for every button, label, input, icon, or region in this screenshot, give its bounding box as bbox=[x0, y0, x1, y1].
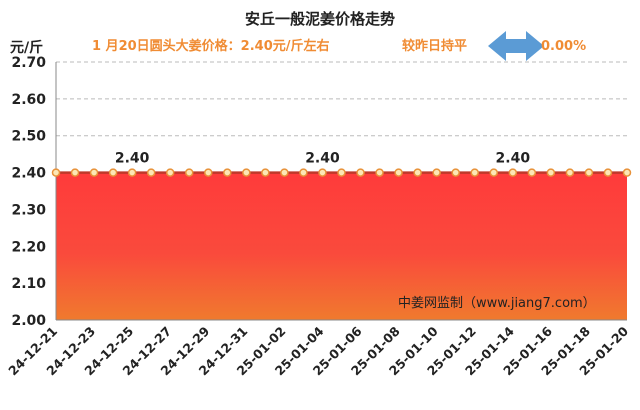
y-tick-label: 2.70 bbox=[11, 55, 46, 71]
data-point bbox=[394, 168, 403, 177]
data-point bbox=[622, 168, 632, 177]
data-point bbox=[242, 168, 251, 177]
data-point bbox=[337, 168, 346, 177]
data-point bbox=[70, 168, 80, 177]
data-point bbox=[127, 168, 137, 177]
data-point bbox=[489, 168, 499, 177]
data-point bbox=[165, 168, 175, 177]
data-point bbox=[413, 168, 422, 177]
data-point bbox=[89, 168, 99, 177]
double-arrow-icon bbox=[488, 31, 544, 61]
x-axis-ticks: 24-12-2124-12-2324-12-2524-12-2724-12-29… bbox=[5, 323, 631, 378]
y-tick-label: 2.10 bbox=[11, 276, 46, 292]
y-tick-label: 2.50 bbox=[11, 129, 46, 145]
y-tick-label: 2.00 bbox=[11, 313, 46, 329]
watermark-annotation: 中姜网监制（www.jiang7.com） bbox=[398, 296, 596, 311]
data-labels: 2.40 2.40 2.40 bbox=[115, 151, 530, 167]
change-value: 0.00% bbox=[541, 39, 586, 54]
y-axis-unit-label: 元/斤 bbox=[10, 39, 43, 56]
price-note: 1 月20日圆头大姜价格：2.40元/斤左右 bbox=[92, 38, 330, 54]
data-point bbox=[546, 168, 556, 177]
data-point bbox=[223, 168, 232, 177]
data-label: 2.40 bbox=[305, 151, 340, 167]
area-fill bbox=[56, 172, 627, 320]
data-point bbox=[584, 168, 594, 177]
data-label: 2.40 bbox=[496, 151, 531, 167]
data-point bbox=[508, 168, 518, 177]
data-point bbox=[603, 168, 613, 177]
data-point bbox=[261, 168, 270, 177]
data-point bbox=[204, 168, 213, 177]
data-label: 2.40 bbox=[115, 151, 150, 167]
data-point bbox=[565, 168, 575, 177]
y-tick-label: 2.20 bbox=[11, 239, 46, 255]
y-tick-label: 2.60 bbox=[11, 92, 46, 108]
data-markers bbox=[51, 168, 632, 177]
data-point bbox=[108, 168, 118, 177]
data-point bbox=[51, 168, 61, 177]
data-point bbox=[375, 168, 384, 177]
data-point bbox=[451, 168, 460, 177]
data-point bbox=[356, 168, 365, 177]
y-tick-label: 2.40 bbox=[11, 166, 46, 182]
chart-title: 安丘一般泥姜价格走势 bbox=[245, 10, 395, 28]
data-point bbox=[184, 168, 194, 177]
y-tick-label: 2.30 bbox=[11, 202, 46, 218]
data-point bbox=[299, 168, 308, 177]
data-point bbox=[146, 168, 156, 177]
axes bbox=[55, 62, 627, 321]
data-point bbox=[432, 168, 441, 177]
data-point bbox=[527, 168, 537, 177]
data-point bbox=[318, 168, 327, 177]
data-point bbox=[470, 168, 479, 177]
data-point bbox=[280, 168, 289, 177]
y-axis-ticks: 2.00 2.10 2.20 2.30 2.40 2.50 2.60 2.70 bbox=[11, 55, 46, 329]
change-note: 较昨日持平 bbox=[402, 38, 467, 54]
